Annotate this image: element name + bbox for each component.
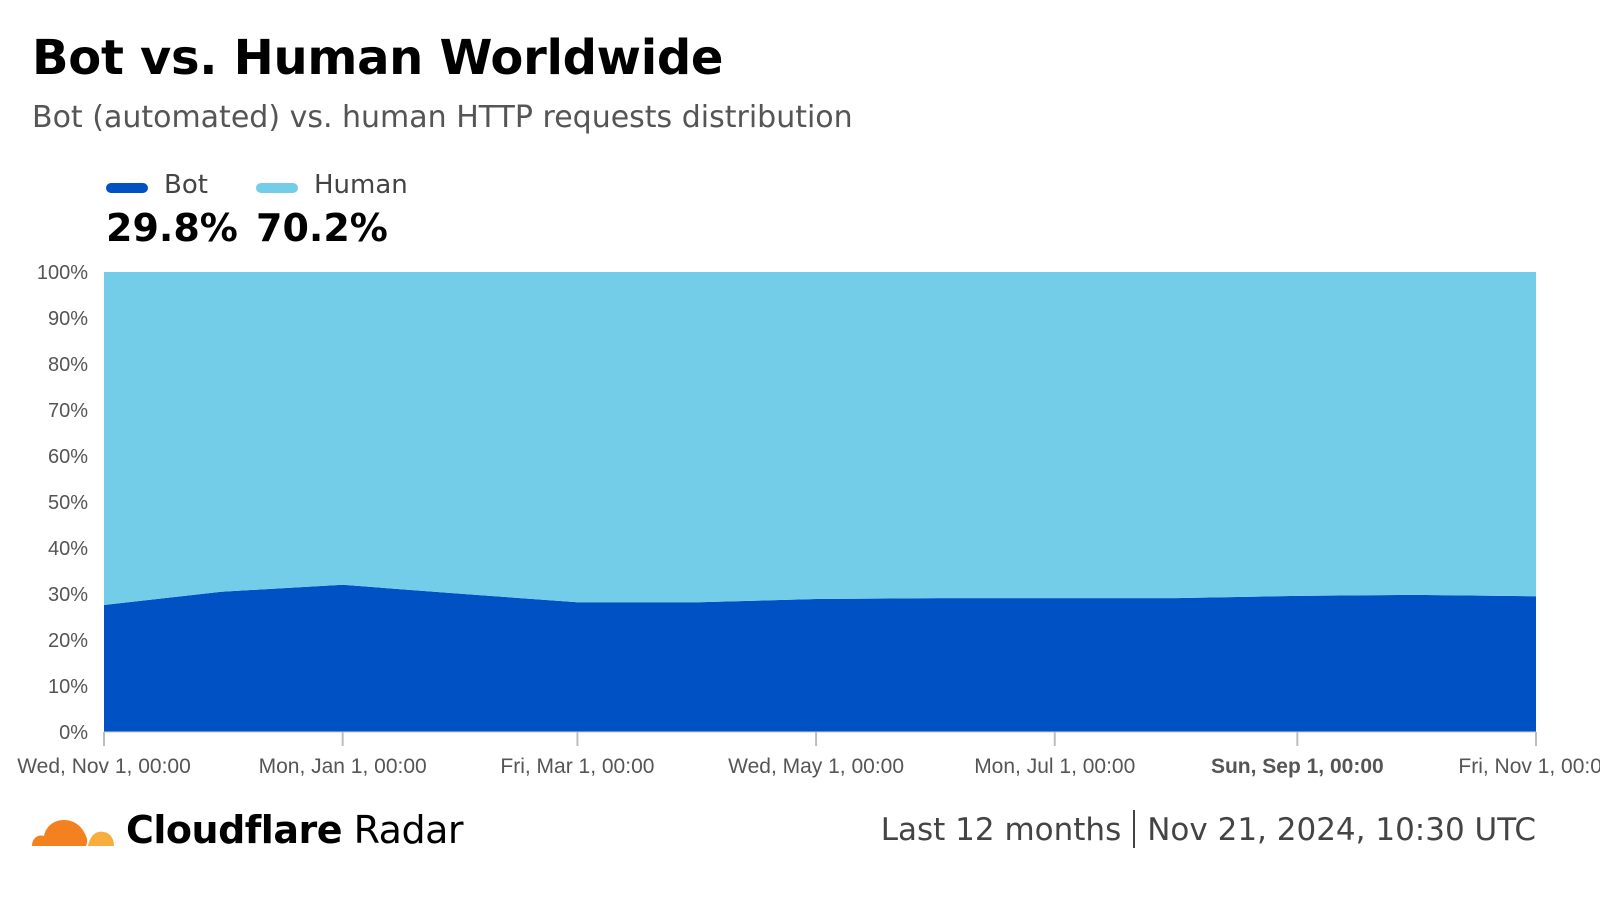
legend-value-bot: 29.8% [106,206,238,250]
y-tick-label: 70% [48,400,88,422]
y-tick-label: 60% [48,446,88,468]
x-tick-label: Sun, Sep 1, 00:00 [1211,755,1384,778]
time-range: Last 12 months [880,812,1122,848]
legend-label-human: Human [314,170,408,200]
area-series-human[interactable] [104,272,1536,606]
y-tick-label: 0% [59,722,88,744]
brand-light: Radar [353,808,464,852]
legend-label-bot: Bot [164,170,208,200]
footer-meta: Last 12 months Nov 21, 2024, 10:30 UTC [880,809,1536,851]
x-tick-label: Fri, Mar 1, 00:00 [500,755,654,778]
y-tick-label: 40% [48,538,88,560]
x-tick-label: Mon, Jan 1, 00:00 [259,755,427,778]
chart-subtitle: Bot (automated) vs. human HTTP requests … [32,100,853,135]
legend-swatch-bot [106,183,148,193]
legend-value-human: 70.2% [256,206,388,250]
legend-swatch-human [256,183,298,193]
area-chart[interactable]: 0% 10% 20% 30% 40% 50% 60% 70% 80% 90% 100% Wed, No… [0,255,1600,785]
x-tick-label: Mon, Jul 1, 00:00 [974,755,1135,778]
brand-bold: Cloudflare [126,808,343,852]
brand-name: Cloudflare Radar [126,808,463,852]
y-tick-label: 30% [48,584,88,606]
y-tick-label: 100% [37,262,88,284]
y-tick-label: 10% [48,676,88,698]
x-tick-label: Wed, May 1, 00:00 [728,755,904,778]
y-tick-label: 90% [48,308,88,330]
divider [1133,809,1136,848]
x-tick-label: Fri, Nov 1, 00:00 [1458,755,1600,778]
y-tick-label: 20% [48,630,88,652]
chart-title: Bot vs. Human Worldwide [32,30,724,86]
x-tick-label: Wed, Nov 1, 00:00 [17,755,191,778]
y-tick-label: 80% [48,354,88,376]
timestamp: Nov 21, 2024, 10:30 UTC [1147,812,1536,848]
area-series-bot[interactable] [104,584,1536,732]
y-tick-label: 50% [48,492,88,514]
cloudflare-logo-icon [32,820,114,846]
